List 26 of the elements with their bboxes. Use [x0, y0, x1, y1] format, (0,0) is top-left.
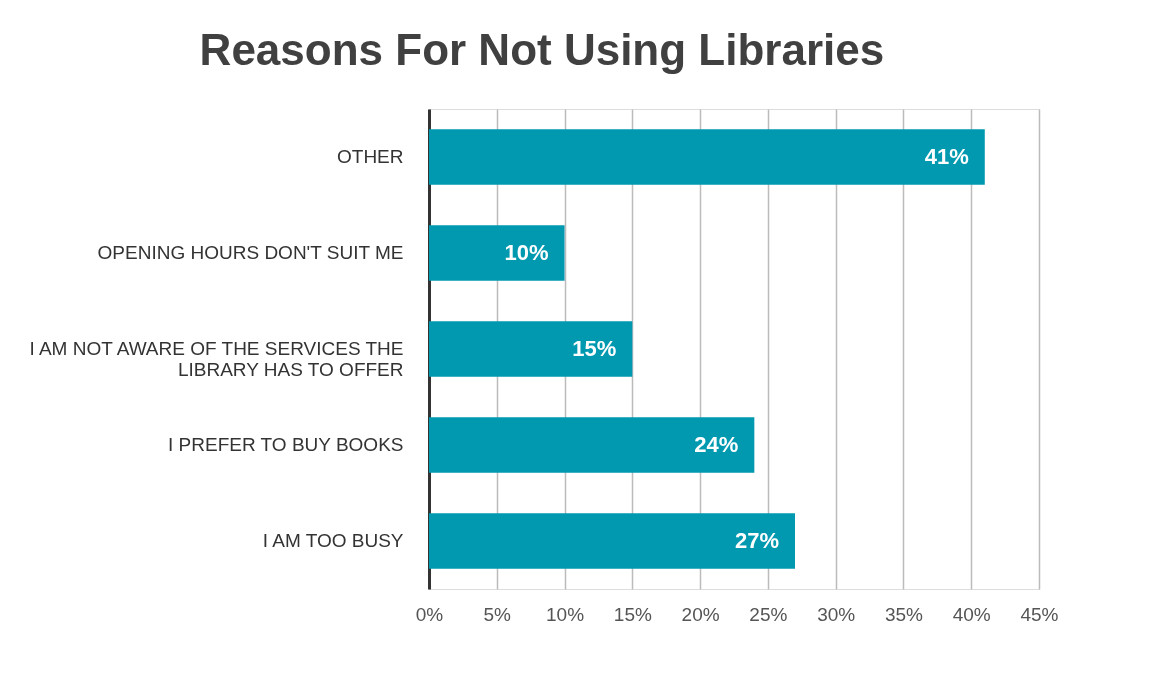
bar: [429, 513, 795, 569]
data-label: 41%: [924, 144, 969, 169]
data-label: 24%: [694, 432, 739, 457]
y-tick-label: I AM NOT AWARE OF THE SERVICES THE LIBRARY HAS TO OFFER: [29, 338, 404, 380]
x-tick-label: 5%: [483, 603, 512, 625]
x-tick-label: 10%: [546, 603, 585, 625]
data-label: 10%: [504, 240, 549, 265]
y-tick-label: OTHER: [337, 146, 404, 167]
x-tick-label: 35%: [884, 603, 924, 625]
chart-title: Reasons For Not Using Libraries: [199, 25, 885, 74]
data-label: 27%: [734, 528, 779, 553]
bar: [429, 129, 985, 185]
y-tick-label: I AM TOO BUSY: [262, 530, 404, 551]
bar: [429, 225, 565, 281]
x-tick-label: 25%: [749, 603, 788, 625]
y-tick-label: I PREFER TO BUY BOOKS: [168, 434, 404, 455]
x-tick-label: 40%: [952, 603, 991, 625]
x-tick-label: 15%: [613, 603, 652, 625]
y-tick-label: OPENING HOURS DON'T SUIT ME: [97, 242, 404, 263]
x-tick-label: 45%: [1020, 603, 1059, 625]
data-label: 15%: [572, 336, 617, 361]
x-tick-label: 30%: [817, 603, 856, 625]
x-tick-label: 20%: [681, 603, 720, 625]
bar: [429, 417, 755, 473]
bar: [429, 321, 633, 377]
x-tick-label: 0%: [415, 603, 444, 625]
